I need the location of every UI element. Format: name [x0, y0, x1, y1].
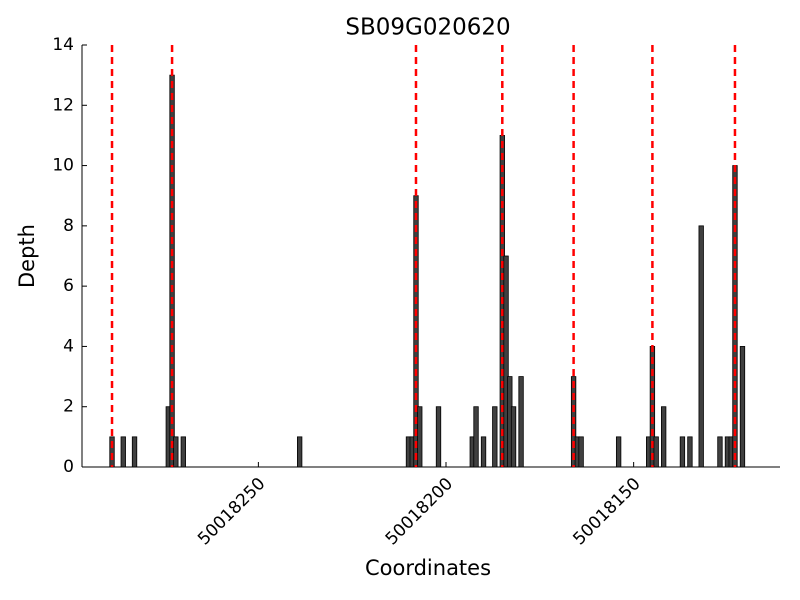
bar — [717, 436, 723, 468]
bar — [297, 436, 303, 468]
chart-title: SB09G020620 — [345, 15, 510, 41]
bar — [653, 436, 659, 468]
bar — [578, 436, 584, 468]
bar — [131, 436, 138, 468]
bar — [679, 436, 686, 468]
bar — [480, 436, 487, 468]
bar — [492, 406, 498, 468]
y-tick-label: 14 — [52, 35, 74, 55]
y-tick-label: 2 — [63, 397, 74, 417]
y-tick-label: 6 — [63, 276, 74, 296]
bar — [173, 436, 179, 468]
x-tick-label: 50018150 — [569, 474, 644, 549]
y-axis-label: Depth — [15, 224, 39, 288]
bar — [739, 346, 746, 468]
bar — [473, 406, 479, 468]
bar — [417, 406, 423, 468]
bar — [435, 406, 442, 468]
x-tick-label: 50018250 — [194, 474, 269, 549]
bar — [510, 406, 517, 468]
bar — [120, 436, 126, 468]
bar — [687, 436, 693, 468]
bar — [615, 436, 622, 468]
bar — [698, 225, 704, 468]
bar — [180, 436, 186, 468]
y-tick-label: 8 — [63, 216, 74, 236]
x-tick-label: 50018200 — [382, 474, 457, 549]
x-axis-label: Coordinates — [365, 556, 491, 580]
y-tick-label: 0 — [63, 457, 74, 477]
y-tick-label: 4 — [63, 336, 74, 356]
bar — [661, 406, 667, 468]
bar — [503, 255, 509, 468]
y-tick-label: 10 — [52, 156, 74, 176]
y-tick-label: 12 — [52, 95, 74, 115]
bar — [518, 376, 524, 468]
